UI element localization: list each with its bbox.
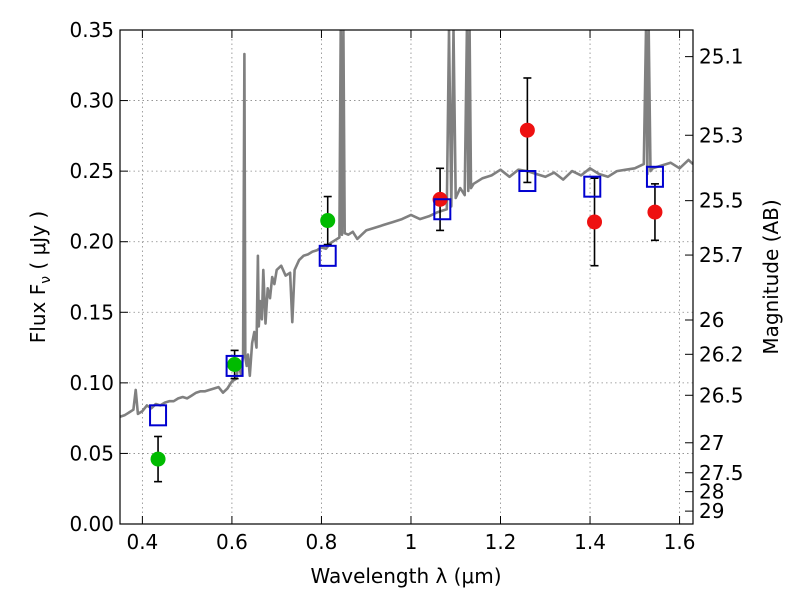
photometry-point: [519, 122, 535, 138]
photometry-point: [150, 451, 166, 467]
y-tick-label: 0.30: [69, 89, 114, 113]
mag-tick-label: 25.3: [699, 123, 744, 147]
mag-tick-label: 25.1: [699, 45, 744, 69]
mag-tick-label: 25.5: [699, 189, 744, 213]
photometry-point: [320, 213, 336, 229]
ticks: 0.4 0.6 0.8 1 1.2 1.4 1.6 0.00 0.05 0.10 0.15 0.20 0…: [69, 18, 743, 554]
photometry-point: [227, 357, 243, 373]
x-tick-label: 1: [405, 530, 418, 554]
mag-tick-label: 28: [699, 480, 724, 504]
spectrum-layer: [120, 30, 693, 418]
photometry-point: [587, 214, 603, 230]
y-tick-label: 0.35: [69, 18, 114, 42]
mag-tick-label: 26.2: [699, 342, 744, 366]
y-tick-label: 0.20: [69, 230, 114, 254]
y-tick-label: 0.05: [69, 441, 114, 465]
mag-tick-label: 29: [699, 499, 724, 523]
model-band-marker: [149, 404, 168, 427]
y-axis-title-main: Flux F: [26, 284, 50, 343]
model-band-marker: [583, 175, 602, 198]
x-tick-label: 0.8: [306, 530, 338, 554]
grid: [120, 30, 693, 524]
model-band-marker: [225, 354, 244, 377]
x-tick-label: 1.4: [574, 530, 606, 554]
y-axis-title-sub: ν: [38, 276, 54, 284]
y-axis-title-unit: ( μJy ): [26, 211, 50, 276]
photometry-point: [647, 204, 663, 220]
x-tick-label: 1.6: [664, 530, 696, 554]
x-tick-label: 1.2: [485, 530, 517, 554]
mag-tick-label: 25.7: [699, 243, 744, 267]
plot-frame: [119, 29, 694, 525]
mag-tick-label: 26.5: [699, 383, 744, 407]
mag-tick-label: 26: [699, 308, 724, 332]
y-tick-label: 0.25: [69, 159, 114, 183]
model-band-marker: [433, 198, 452, 221]
x-axis-title: Wavelength λ (μm): [310, 564, 501, 588]
mag-tick-label: 27: [699, 431, 724, 455]
y-tick-label: 0.10: [69, 371, 114, 395]
y2-axis-title: Magnitude (AB): [759, 199, 783, 354]
model-band-marker: [318, 244, 337, 267]
model-band-marker: [645, 165, 664, 188]
x-tick-label: 0.4: [126, 530, 158, 554]
y-tick-label: 0.15: [69, 300, 114, 324]
spectrum-line: [120, 30, 693, 418]
points-layer: [149, 77, 664, 483]
x-tick-label: 0.6: [216, 530, 248, 554]
y-tick-label: 0.00: [69, 512, 114, 536]
mag-tick-label: 27.5: [699, 461, 744, 485]
y-axis-title: Flux Fν ( μJy ): [26, 211, 54, 343]
model-band-marker: [518, 170, 537, 193]
